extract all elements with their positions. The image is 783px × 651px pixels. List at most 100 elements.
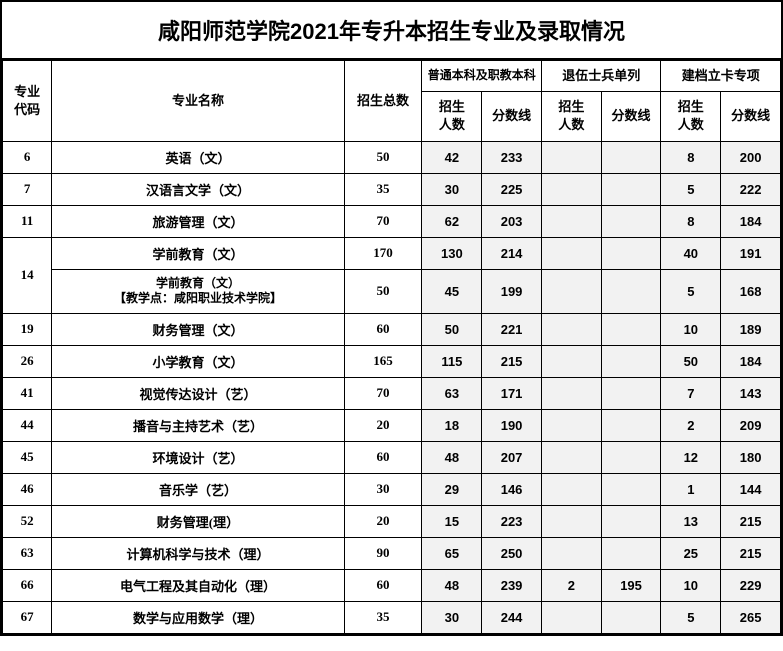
header-total: 招生总数 [344,61,422,142]
header-group1: 普通本科及职教本科 [422,61,541,92]
table-row: 6英语（文）50422338200 [3,141,781,173]
header-g1-score: 分数线 [482,92,542,141]
header-code: 专业代码 [3,61,52,142]
cell-code: 26 [3,345,52,377]
cell-g3c: 40 [661,237,721,269]
cell-g3c: 5 [661,173,721,205]
cell-g1c: 45 [422,269,482,313]
cell-g1c: 65 [422,537,482,569]
cell-major-name: 电气工程及其自动化（理） [52,569,344,601]
cell-g3s: 144 [721,473,781,505]
cell-g3s: 215 [721,505,781,537]
cell-g1s: 250 [482,537,542,569]
cell-total: 35 [344,173,422,205]
header-g3-count: 招生人数 [661,92,721,141]
cell-g3c: 25 [661,537,721,569]
cell-g1c: 62 [422,205,482,237]
cell-g1c: 30 [422,601,482,633]
cell-major-name: 音乐学（艺） [52,473,344,505]
cell-g2c [541,441,601,473]
cell-g2s [601,409,661,441]
cell-g3c: 2 [661,409,721,441]
cell-g2c [541,269,601,313]
cell-g3s: 189 [721,313,781,345]
cell-g2c [541,473,601,505]
table-row: 52财务管理(理）201522313215 [3,505,781,537]
cell-g1s: 215 [482,345,542,377]
cell-code: 19 [3,313,52,345]
cell-major-name: 环境设计（艺） [52,441,344,473]
cell-major-name: 财务管理（文） [52,313,344,345]
cell-g3s: 184 [721,205,781,237]
cell-code: 44 [3,409,52,441]
cell-major-name: 数学与应用数学（理） [52,601,344,633]
cell-major-name: 汉语言文学（文） [52,173,344,205]
table-body: 6英语（文）504223382007汉语言文学（文）3530225522211旅… [3,141,781,633]
table-row: 41视觉传达设计（艺）70631717143 [3,377,781,409]
cell-g3c: 7 [661,377,721,409]
header-g1-count: 招生人数 [422,92,482,141]
table-row: 67数学与应用数学（理）35302445265 [3,601,781,633]
cell-total: 50 [344,141,422,173]
cell-g1c: 18 [422,409,482,441]
cell-g1s: 199 [482,269,542,313]
cell-code: 67 [3,601,52,633]
cell-g2c [541,237,601,269]
cell-g3c: 50 [661,345,721,377]
cell-g1c: 48 [422,569,482,601]
cell-major-name: 学前教育（文）【教学点：咸阳职业技术学院】 [52,269,344,313]
cell-major-name: 小学教育（文） [52,345,344,377]
cell-g3s: 215 [721,537,781,569]
cell-major-name: 财务管理(理） [52,505,344,537]
header-name: 专业名称 [52,61,344,142]
cell-g1s: 225 [482,173,542,205]
table-row: 44播音与主持艺术（艺）20181902209 [3,409,781,441]
cell-g1c: 115 [422,345,482,377]
cell-g2s [601,473,661,505]
cell-total: 20 [344,409,422,441]
cell-major-name: 学前教育（文） [52,237,344,269]
cell-total: 60 [344,569,422,601]
cell-g2s [601,601,661,633]
cell-g2s [601,141,661,173]
table-row: 46音乐学（艺）30291461144 [3,473,781,505]
table-header: 专业代码 专业名称 招生总数 普通本科及职教本科 退伍士兵单列 建档立卡专项 招… [3,61,781,142]
cell-code: 66 [3,569,52,601]
header-group3: 建档立卡专项 [661,61,781,92]
cell-total: 70 [344,205,422,237]
cell-code: 45 [3,441,52,473]
cell-code: 6 [3,141,52,173]
cell-g1c: 29 [422,473,482,505]
cell-total: 90 [344,537,422,569]
cell-total: 60 [344,441,422,473]
cell-total: 50 [344,269,422,313]
cell-code: 52 [3,505,52,537]
cell-g1c: 63 [422,377,482,409]
header-group2: 退伍士兵单列 [541,61,660,92]
cell-g1s: 233 [482,141,542,173]
cell-g1c: 30 [422,173,482,205]
cell-g1s: 214 [482,237,542,269]
cell-g1c: 42 [422,141,482,173]
table-row: 63计算机科学与技术（理）906525025215 [3,537,781,569]
table-row: 19财务管理（文）605022110189 [3,313,781,345]
cell-g2s [601,205,661,237]
cell-g2s [601,377,661,409]
cell-g3c: 10 [661,313,721,345]
cell-g3c: 5 [661,269,721,313]
cell-g2c [541,345,601,377]
cell-g3s: 265 [721,601,781,633]
cell-g3s: 200 [721,141,781,173]
admission-table-container: 咸阳师范学院2021年专升本招生专业及录取情况 专业代码 专业名称 招生总数 普… [0,0,783,636]
cell-total: 30 [344,473,422,505]
cell-g2s [601,173,661,205]
cell-g2s [601,237,661,269]
cell-g2c [541,505,601,537]
cell-g2s [601,313,661,345]
cell-code: 41 [3,377,52,409]
cell-total: 60 [344,313,422,345]
admission-table: 专业代码 专业名称 招生总数 普通本科及职教本科 退伍士兵单列 建档立卡专项 招… [2,60,781,634]
cell-g1c: 48 [422,441,482,473]
cell-g3s: 184 [721,345,781,377]
cell-code: 63 [3,537,52,569]
